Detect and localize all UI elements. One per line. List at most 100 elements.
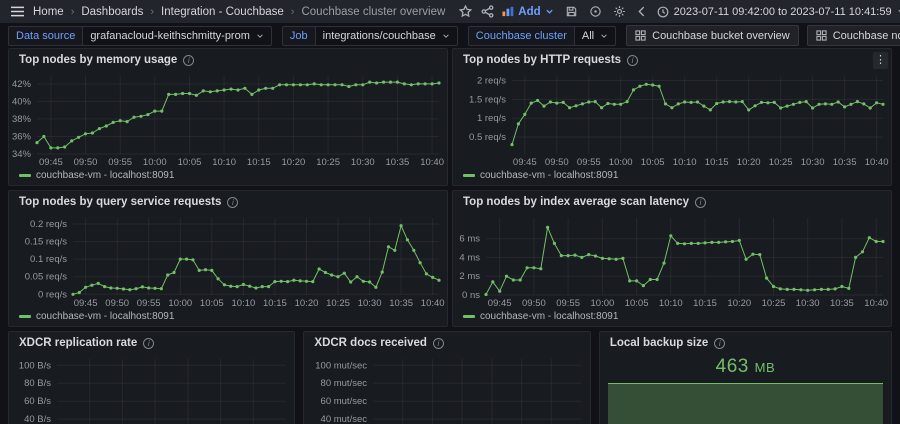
job-label[interactable]: Job [281, 25, 316, 46]
svg-text:10:25: 10:25 [316, 157, 340, 168]
panel-grid-bottom: XDCR replication rate i 100 B/s 80 B/s 60 … [0, 331, 900, 424]
add-button[interactable]: Add [502, 6, 553, 18]
breadcrumb-separator: › [70, 5, 75, 18]
svg-text:10:10: 10:10 [673, 157, 697, 168]
legend-swatch [463, 315, 475, 318]
scan-latency-timeseries[interactable]: 0 ns 2 ms 4 ms 6 ms 09:45 09:50 09:55 10:00 10:0… [453, 213, 891, 310]
star-icon[interactable] [459, 5, 473, 18]
svg-text:09:50: 09:50 [522, 298, 546, 309]
svg-text:1 req/s: 1 req/s [477, 113, 506, 124]
job-select[interactable]: integrations/couchbase [315, 25, 458, 46]
svg-text:09:55: 09:55 [137, 298, 161, 309]
breadcrumb-home[interactable]: Home [33, 5, 64, 18]
page-title: Couchbase cluster overview [301, 5, 446, 18]
info-icon[interactable]: i [432, 337, 444, 349]
apps-grid-icon [635, 30, 646, 41]
panel-title[interactable]: Top nodes by index average scan latency … [453, 191, 891, 213]
svg-text:0.15 req/s: 0.15 req/s [25, 237, 67, 248]
xdcr-docs-timeseries[interactable]: 100 mut/sec 80 mut/sec 60 mut/sec 40 mut/se… [304, 354, 589, 424]
panel-local-backup-size: Local backup size i 463 MB [598, 331, 892, 424]
panel-title[interactable]: Local backup size i [600, 332, 891, 354]
datasource-select[interactable]: grafanacloud-keithschmitty-prom [83, 25, 272, 46]
svg-text:10:30: 10:30 [351, 157, 375, 168]
svg-text:10:20: 10:20 [295, 298, 319, 309]
info-icon[interactable]: i [183, 54, 195, 66]
breadcrumb-dashboards[interactable]: Dashboards [81, 5, 144, 18]
legend-item[interactable]: couchbase-vm - localhost:8091 [9, 310, 447, 326]
panel-http-requests: ⋮ Top nodes by HTTP requests i 0.5 req/s… [452, 48, 892, 186]
legend-item[interactable]: couchbase-vm - localhost:8091 [9, 169, 447, 185]
cluster-label[interactable]: Couchbase cluster [467, 25, 575, 46]
svg-text:80 mut/sec: 80 mut/sec [321, 378, 368, 389]
svg-text:40 mut/sec: 40 mut/sec [321, 414, 368, 424]
info-icon[interactable]: i [627, 54, 639, 66]
datasource-label[interactable]: Data source [8, 25, 84, 46]
bucket-overview-link[interactable]: Couchbase bucket overview [626, 25, 799, 46]
node-overview-link[interactable]: Couchbase node overview [806, 25, 900, 46]
menu-icon[interactable] [10, 5, 25, 18]
legend-swatch [463, 174, 475, 177]
svg-text:09:55: 09:55 [556, 298, 580, 309]
svg-text:09:50: 09:50 [74, 157, 98, 168]
info-icon[interactable]: i [227, 196, 239, 208]
svg-text:34%: 34% [12, 149, 32, 160]
svg-text:6 ms: 6 ms [459, 234, 480, 245]
svg-text:10:30: 10:30 [801, 157, 825, 168]
xdcr-rate-timeseries[interactable]: 100 B/s80 B/s60 B/s40 B/s20 B/s [9, 354, 294, 424]
svg-text:0.05 req/s: 0.05 req/s [25, 272, 67, 283]
clock-icon [657, 6, 669, 17]
svg-text:09:45: 09:45 [513, 157, 537, 168]
svg-text:38%: 38% [12, 114, 32, 125]
time-back-chevron-icon[interactable] [637, 6, 646, 17]
top-nav: Home › Dashboards › Integration - Couchb… [0, 0, 900, 23]
panel-menu-icon[interactable]: ⋮ [873, 52, 888, 69]
svg-text:10:35: 10:35 [830, 298, 854, 309]
query-requests-timeseries[interactable]: 0 req/s 0.05 req/s 0.1 req/s 0.15 req/s 0.2 … [9, 213, 447, 310]
legend-label: couchbase-vm - localhost:8091 [36, 311, 175, 322]
info-icon[interactable]: i [695, 196, 707, 208]
svg-text:10:15: 10:15 [693, 298, 717, 309]
chevron-down-icon [898, 9, 900, 13]
panel-index-scan-latency: Top nodes by index average scan latency … [452, 190, 892, 327]
panel-title[interactable]: Top nodes by memory usage i [9, 49, 447, 71]
time-range-picker[interactable]: 2023-07-11 09:42:00 to 2023-07-11 10:41:… [657, 6, 900, 18]
svg-text:0 ns: 0 ns [462, 290, 480, 301]
panel-title[interactable]: Top nodes by query service requests i [9, 191, 447, 213]
insights-icon[interactable] [589, 5, 602, 18]
memory-usage-timeseries[interactable]: 34% 36% 38% 40% 42% 09:45 09:50 09:55 10:00 10:05… [9, 71, 447, 169]
save-dashboard-icon[interactable] [565, 5, 578, 18]
svg-text:10:15: 10:15 [705, 157, 729, 168]
panel-title[interactable]: XDCR docs received i [304, 332, 589, 354]
breadcrumb-separator: › [150, 5, 155, 18]
svg-text:80 B/s: 80 B/s [24, 378, 51, 389]
breadcrumb-integration[interactable]: Integration - Couchbase [161, 5, 284, 18]
cluster-select[interactable]: All [574, 25, 617, 46]
svg-text:10:35: 10:35 [833, 157, 857, 168]
svg-text:09:50: 09:50 [545, 157, 569, 168]
backup-size-stat[interactable]: 463 MB [600, 354, 891, 424]
panel-title[interactable]: Top nodes by HTTP requests i [453, 49, 891, 71]
dashboard-controls: Data source grafanacloud-keithschmitty-p… [0, 23, 900, 48]
svg-text:09:50: 09:50 [105, 298, 129, 309]
legend-label: couchbase-vm - localhost:8091 [480, 311, 619, 322]
svg-text:10:20: 10:20 [727, 298, 751, 309]
svg-text:10:00: 10:00 [168, 298, 192, 309]
apps-grid-icon [816, 30, 827, 41]
svg-text:10:40: 10:40 [420, 157, 444, 168]
chevron-down-icon [443, 33, 449, 38]
info-icon[interactable]: i [143, 337, 155, 349]
http-requests-timeseries[interactable]: 0.5 req/s 1 req/s 1.5 req/s 2 req/s 09:45 09:… [453, 71, 891, 169]
svg-text:10:40: 10:40 [865, 157, 889, 168]
legend-item[interactable]: couchbase-vm - localhost:8091 [453, 310, 891, 326]
legend-swatch [19, 174, 31, 177]
svg-text:10:40: 10:40 [864, 298, 888, 309]
svg-text:10:05: 10:05 [641, 157, 665, 168]
settings-gear-icon[interactable] [613, 5, 626, 18]
svg-text:10:05: 10:05 [625, 298, 649, 309]
svg-text:10:20: 10:20 [737, 157, 761, 168]
svg-text:10:10: 10:10 [659, 298, 683, 309]
panel-title[interactable]: XDCR replication rate i [9, 332, 294, 354]
info-icon[interactable]: i [714, 337, 726, 349]
share-icon[interactable] [481, 5, 494, 18]
legend-item[interactable]: couchbase-vm - localhost:8091 [453, 169, 891, 185]
